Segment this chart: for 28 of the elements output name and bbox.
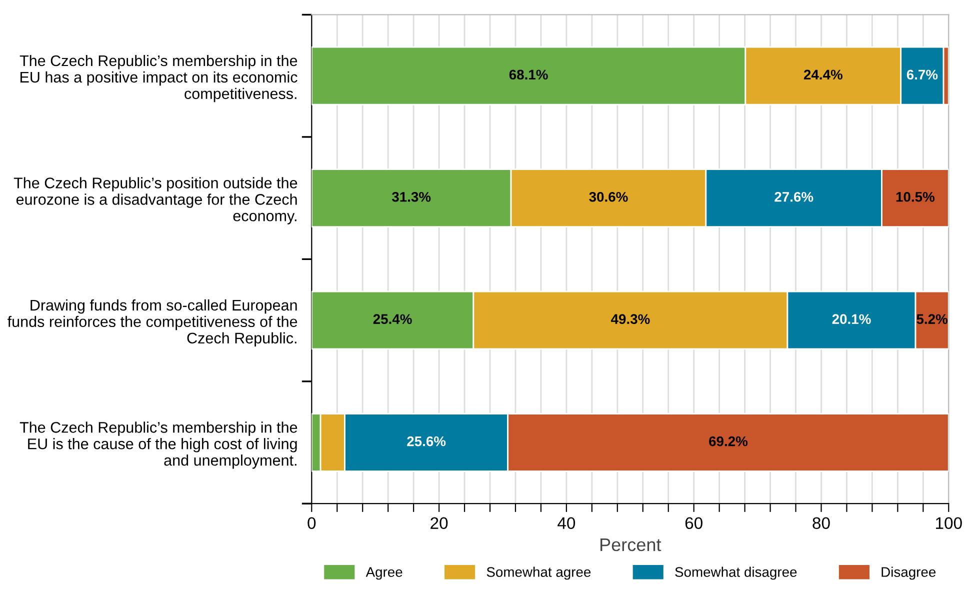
data-label: 27.6%	[774, 192, 814, 202]
x-tick-label: 80	[812, 517, 830, 530]
data-label: 6.7%	[906, 70, 938, 80]
y-tick-label: The Czech Republic’s membership in the EU has a positive impact on its economic competitiveness.	[20, 54, 298, 102]
data-label: 5.2%	[916, 314, 948, 324]
data-label: 49.3%	[610, 314, 650, 324]
legend-label: Disagree	[882, 566, 936, 580]
legend-label: Somewhat disagree	[675, 566, 797, 580]
data-label: 20.1%	[832, 314, 871, 324]
x-tick-label: 20	[430, 517, 448, 530]
data-label: 25.4%	[373, 314, 412, 324]
data-label: 24.4%	[804, 70, 842, 80]
data-label: 30.6%	[589, 192, 628, 202]
x-tick-label: 40	[558, 517, 576, 530]
y-tick-label: The Czech Republic’s membership in the EU is the cause of the high cost of living and unemployment.	[20, 422, 298, 469]
legend-label: Somewhat agree	[486, 566, 591, 580]
data-label: 25.6%	[407, 436, 446, 446]
data-label: 10.5%	[896, 192, 935, 202]
data-label: 69.2%	[709, 436, 748, 446]
x-tick-label: 0	[308, 517, 316, 530]
data-label: 68.1%	[509, 70, 548, 80]
legend-label: Agree	[366, 567, 402, 580]
x-tick-label: 60	[685, 517, 702, 530]
y-tick-label: Drawing funds from so-called European funds reinforces the competitiveness of the Czech Republic.	[8, 299, 298, 347]
y-tick-label: The Czech Republic’s position outside the eurozone is a disadvantage for the Czech economy.	[14, 177, 298, 224]
x-tick-label: 100	[936, 517, 962, 530]
data-label: 31.3%	[392, 192, 431, 202]
x-axis-title: Percent	[600, 538, 662, 552]
